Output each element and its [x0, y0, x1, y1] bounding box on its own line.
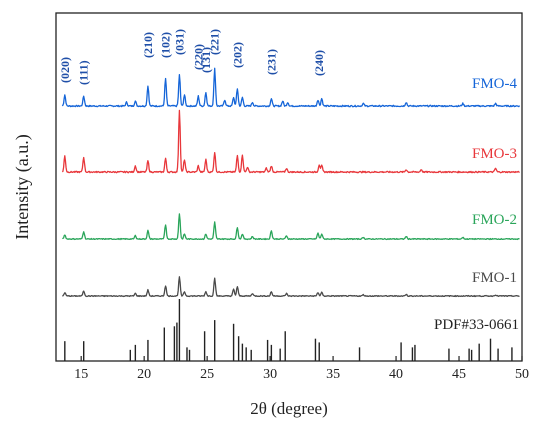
y-axis-label: Intensity (a.u.) [12, 134, 33, 239]
x-tick-label: 20 [137, 367, 151, 382]
series-line [61, 109, 520, 174]
series-line [61, 67, 521, 108]
series-line [62, 213, 520, 241]
miller-index-label: (220) [191, 44, 205, 70]
series-label: FMO-1 [472, 270, 517, 286]
x-axis-label: 2θ (degree) [250, 399, 328, 418]
miller-index-annotations: (020) (111) (210) (102) (031) (220)(131)(221)… [58, 29, 326, 85]
miller-index-label: (221) [208, 29, 222, 55]
reference-label: PDF#33-0661 [434, 317, 519, 333]
x-tick-label: 35 [326, 367, 340, 382]
miller-index-label: (020) [58, 57, 72, 83]
plot-layer [61, 67, 521, 361]
x-tick-label: 25 [200, 367, 214, 382]
x-tick-label: 45 [452, 367, 466, 382]
series-label: FMO-4 [472, 76, 518, 92]
miller-index-label: (202) [230, 42, 244, 68]
x-tick-label: 15 [74, 367, 88, 382]
x-tick-label: 30 [263, 367, 277, 382]
series-label: FMO-2 [472, 212, 517, 228]
miller-index-label: (102) [159, 32, 173, 58]
miller-index-label: (240) [312, 50, 326, 76]
series-line [62, 276, 520, 298]
miller-index-label: (031) [172, 29, 186, 55]
miller-index-label: (231) [264, 49, 278, 75]
miller-index-label: (131) [199, 47, 213, 73]
miller-index-label: (210) [141, 32, 155, 58]
series-label: FMO-3 [472, 146, 517, 162]
plot-frame [55, 12, 523, 362]
x-tick-label: 50 [515, 367, 529, 382]
miller-index-label: (111) [77, 60, 91, 85]
x-axis: 15 20 25 30 35 40 45 50 [74, 356, 529, 382]
x-tick-label: 40 [389, 367, 403, 382]
series-labels: FMO-4 FMO-3 FMO-2 FMO-1 PDF#33-0661 [434, 76, 519, 333]
